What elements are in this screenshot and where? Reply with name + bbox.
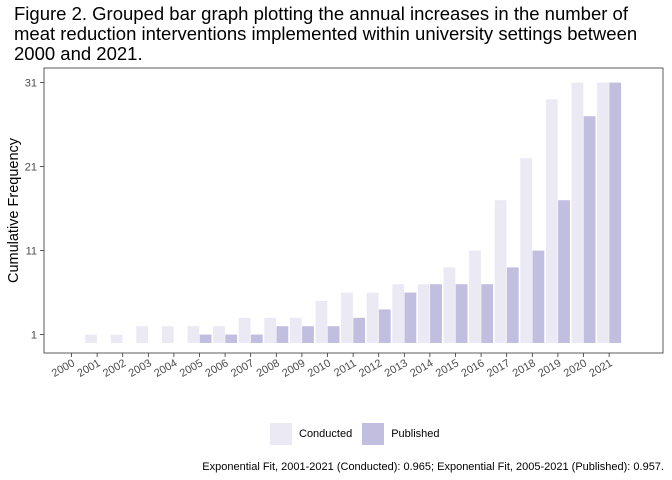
bar-published-2019 xyxy=(558,200,570,343)
legend-label-conducted: Conducted xyxy=(299,428,353,440)
x-tick-label: 2010 xyxy=(306,357,333,380)
bar-conducted-2013 xyxy=(392,284,405,343)
legend-swatch-conducted xyxy=(270,423,292,445)
bar-published-2010 xyxy=(327,326,340,343)
y-tick-label: 31 xyxy=(25,78,37,90)
x-tick-label: 2011 xyxy=(332,357,358,379)
bar-published-2018 xyxy=(532,250,545,343)
bar-conducted-2001 xyxy=(85,334,97,343)
bar-conducted-2012 xyxy=(366,292,379,343)
x-tick-label: 2006 xyxy=(203,357,230,380)
bar-published-2012 xyxy=(378,309,391,343)
bar-conducted-2018 xyxy=(520,158,533,343)
x-tick-label: 2021 xyxy=(587,357,614,380)
y-tick-label: 11 xyxy=(26,246,37,258)
bar-published-2016 xyxy=(481,284,494,343)
y-tick-label: 1 xyxy=(31,330,37,342)
x-tick-label: 2020 xyxy=(562,357,589,380)
bar-conducted-2009 xyxy=(289,317,302,343)
legend-label-published: Published xyxy=(391,428,440,440)
x-tick-label: 2007 xyxy=(229,357,256,380)
bar-published-2006 xyxy=(225,334,238,343)
x-tick-label: 2003 xyxy=(127,357,154,380)
bar-published-2015 xyxy=(455,284,468,343)
legend: Conducted Published xyxy=(270,423,450,445)
bar-conducted-2020 xyxy=(571,82,584,343)
bar-conducted-2004 xyxy=(161,326,174,343)
bar-conducted-2014 xyxy=(417,284,430,343)
x-tick-label: 2015 xyxy=(434,357,461,380)
bar-published-2014 xyxy=(430,284,442,343)
bar-published-2020 xyxy=(583,116,596,343)
x-tick-label: 2001 xyxy=(75,357,102,380)
legend-swatch-published xyxy=(362,423,385,445)
x-tick-label: 2014 xyxy=(408,357,435,380)
x-tick-label: 2019 xyxy=(536,357,563,380)
x-tick-label: 2013 xyxy=(383,357,410,380)
y-tick-label: 21 xyxy=(25,162,37,174)
bar-published-2013 xyxy=(404,292,417,343)
bar-conducted-2003 xyxy=(136,326,149,343)
x-tick-label: 2009 xyxy=(280,357,307,380)
x-tick-label: 2012 xyxy=(357,357,384,380)
bar-published-2011 xyxy=(353,317,366,343)
legend-item-published: Published xyxy=(362,423,440,445)
bar-published-2017 xyxy=(506,267,519,343)
bar-published-2005 xyxy=(199,334,212,343)
x-tick-label: 2016 xyxy=(459,357,486,380)
bar-conducted-2011 xyxy=(341,292,353,343)
bar-conducted-2016 xyxy=(469,250,481,343)
bar-conducted-2007 xyxy=(238,317,251,343)
x-tick-label: 2017 xyxy=(485,357,512,380)
x-tick-label: 2004 xyxy=(152,357,179,380)
bar-conducted-2002 xyxy=(110,334,123,343)
bar-conducted-2017 xyxy=(494,200,507,343)
x-tick-label: 2018 xyxy=(511,357,538,380)
bar-conducted-2019 xyxy=(545,99,558,344)
y-axis-label: Cumulative Frequency xyxy=(6,137,22,283)
chart-title: Figure 2. Grouped bar graph plotting the… xyxy=(14,3,638,64)
bar-conducted-2008 xyxy=(264,317,277,343)
bar-published-2008 xyxy=(276,326,289,343)
plot-panel xyxy=(43,67,664,354)
bar-conducted-2006 xyxy=(213,326,225,343)
legend-item-conducted: Conducted xyxy=(270,423,352,445)
x-tick-label: 2008 xyxy=(255,357,282,380)
bar-conducted-2021 xyxy=(597,82,609,343)
bar-conducted-2010 xyxy=(315,301,328,343)
bar-conducted-2005 xyxy=(187,326,200,343)
x-tick-label: 2000 xyxy=(50,357,77,380)
bar-published-2021 xyxy=(609,82,622,343)
figure-caption: Exponential Fit, 2001-2021 (Conducted): … xyxy=(202,461,664,473)
x-tick-label: 2005 xyxy=(178,357,205,380)
x-tick-label: 2002 xyxy=(101,357,128,380)
bar-published-2007 xyxy=(250,334,263,343)
bar-published-2009 xyxy=(302,326,314,343)
bar-conducted-2015 xyxy=(443,267,456,343)
